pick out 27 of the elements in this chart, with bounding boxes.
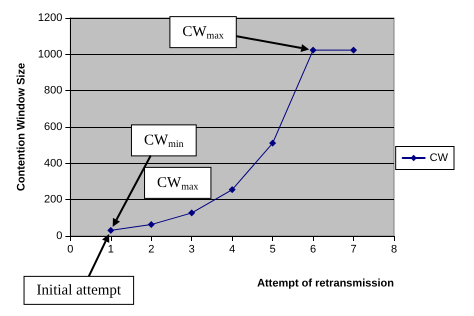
y-tick-label: 200 xyxy=(44,194,62,206)
x-tick-label: 8 xyxy=(390,244,398,256)
point xyxy=(350,46,358,54)
x-tick-label: 6 xyxy=(310,244,316,256)
x-tick-label: 7 xyxy=(350,244,357,256)
x-tick-label: 3 xyxy=(188,244,195,256)
x-tick-label: 1 xyxy=(108,244,114,256)
y-tick-label: 1200 xyxy=(38,12,62,24)
point xyxy=(188,209,196,216)
y-tick-label: 400 xyxy=(44,157,62,170)
y-tick-label: 0 xyxy=(56,230,62,242)
x-tick-label: 0 xyxy=(67,244,74,256)
point xyxy=(269,140,276,147)
x-axis-title: Attempt of retransmission xyxy=(257,278,394,290)
y-tick-label: 1000 xyxy=(38,48,62,60)
x-tick-label: 5 xyxy=(270,244,276,256)
legend-label: CW xyxy=(430,152,449,164)
point xyxy=(107,226,114,234)
point xyxy=(228,186,236,194)
text: Initial attempt xyxy=(36,282,122,298)
point xyxy=(148,221,155,228)
x-tick-label: 2 xyxy=(148,244,154,256)
point xyxy=(310,46,317,54)
y-axis-title: Contention Window Size xyxy=(16,62,28,192)
y-tick-label: 800 xyxy=(44,84,62,97)
y-tick-label: 600 xyxy=(44,121,62,133)
x-tick-label: 4 xyxy=(229,244,236,256)
